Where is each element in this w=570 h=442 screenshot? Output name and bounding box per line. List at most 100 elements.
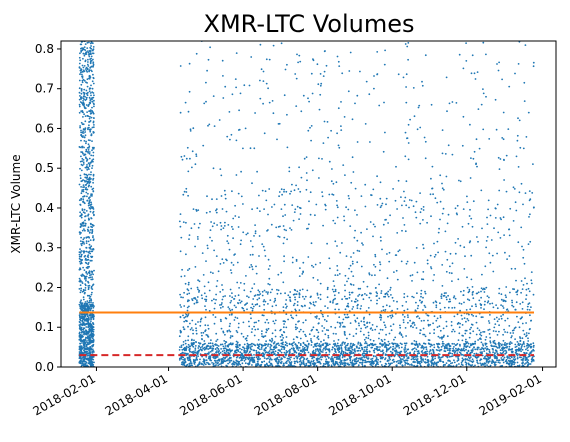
data-point <box>397 73 400 76</box>
data-point <box>404 196 407 199</box>
data-point <box>92 77 95 80</box>
data-point <box>82 135 84 137</box>
data-point <box>83 349 85 352</box>
data-point <box>422 348 425 350</box>
data-point <box>208 355 211 358</box>
data-point <box>204 342 206 345</box>
data-point <box>87 143 90 146</box>
data-point <box>399 324 401 327</box>
data-point <box>320 358 323 361</box>
data-point <box>78 91 81 94</box>
data-point <box>492 351 494 354</box>
data-point <box>285 350 288 352</box>
data-point <box>360 265 363 268</box>
data-point <box>184 316 187 318</box>
data-point <box>222 359 225 361</box>
data-point <box>91 87 94 90</box>
data-point <box>388 347 391 350</box>
data-point <box>404 348 407 350</box>
data-point <box>80 134 82 137</box>
data-point <box>92 158 95 161</box>
data-point <box>298 347 301 349</box>
data-point <box>447 306 450 309</box>
data-point <box>79 291 82 294</box>
data-point <box>326 286 329 289</box>
data-point <box>91 140 93 143</box>
data-point <box>342 350 345 353</box>
data-point <box>277 349 280 351</box>
data-point <box>236 343 239 345</box>
data-point <box>351 348 354 351</box>
data-point <box>338 361 341 364</box>
data-point <box>294 296 296 299</box>
data-point <box>277 342 280 345</box>
data-point <box>451 153 454 156</box>
data-point <box>446 349 449 351</box>
data-point <box>379 355 382 358</box>
data-point <box>240 195 243 198</box>
data-point <box>285 336 288 338</box>
data-point <box>87 139 90 142</box>
data-point <box>454 350 457 353</box>
data-point <box>367 357 370 359</box>
data-point <box>80 255 82 258</box>
data-point <box>80 243 82 245</box>
data-point <box>335 351 337 354</box>
data-point <box>91 42 94 45</box>
data-point <box>405 204 408 207</box>
data-point <box>519 339 522 342</box>
data-point <box>532 65 535 68</box>
data-point <box>78 87 81 90</box>
data-point <box>82 238 85 241</box>
data-point <box>336 344 338 347</box>
data-point <box>250 264 253 266</box>
data-point <box>415 348 418 351</box>
data-point <box>469 328 471 331</box>
data-point <box>211 239 213 242</box>
data-point <box>212 314 215 316</box>
data-point <box>187 343 190 346</box>
data-point <box>421 300 423 303</box>
data-point <box>361 361 364 364</box>
data-point <box>82 100 84 102</box>
data-point <box>460 361 463 364</box>
data-point <box>249 343 252 346</box>
data-point <box>272 112 275 115</box>
data-point <box>231 292 233 294</box>
data-point <box>416 346 419 348</box>
data-point <box>492 340 495 343</box>
data-point <box>202 144 205 147</box>
data-point <box>304 319 307 322</box>
data-point <box>366 285 369 288</box>
data-point <box>257 319 260 322</box>
data-point <box>182 193 185 196</box>
data-point <box>210 339 212 341</box>
data-point <box>477 362 479 365</box>
data-point <box>87 357 89 360</box>
data-point <box>344 274 347 277</box>
data-point <box>493 355 496 358</box>
data-point <box>235 86 238 89</box>
data-point <box>87 61 89 63</box>
data-point <box>494 98 497 101</box>
data-point <box>368 321 371 324</box>
data-point <box>334 274 337 276</box>
data-point <box>420 360 422 362</box>
data-point <box>334 297 336 300</box>
data-point <box>350 300 353 302</box>
data-point <box>89 181 92 183</box>
data-point <box>403 348 406 350</box>
data-point <box>254 230 257 233</box>
data-point <box>340 125 342 127</box>
data-point <box>83 345 86 348</box>
data-point <box>385 304 388 307</box>
data-point <box>267 327 270 330</box>
data-point <box>510 356 513 359</box>
data-point <box>471 286 474 288</box>
data-point <box>253 295 256 297</box>
data-point <box>452 347 454 350</box>
data-point <box>416 358 419 360</box>
data-point <box>305 156 308 159</box>
data-point <box>304 333 306 336</box>
data-point <box>308 333 311 336</box>
